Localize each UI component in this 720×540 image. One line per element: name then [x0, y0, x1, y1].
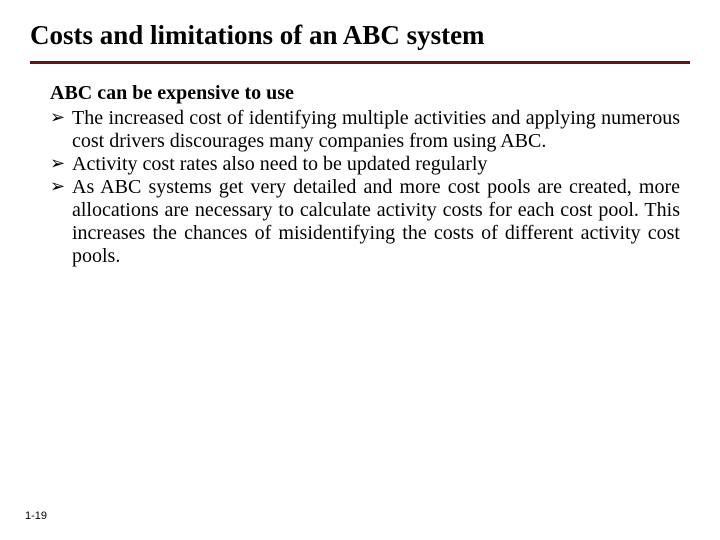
bullet-icon: ➢: [50, 176, 65, 197]
list-item: ➢ Activity cost rates also need to be up…: [50, 153, 680, 176]
subtitle: ABC can be expensive to use: [50, 82, 680, 105]
bullet-icon: ➢: [50, 153, 65, 174]
list-item: ➢ The increased cost of identifying mult…: [50, 107, 680, 153]
bullet-text: As ABC systems get very detailed and mor…: [72, 176, 680, 267]
bullet-list: ➢ The increased cost of identifying mult…: [50, 107, 680, 268]
slide-title: Costs and limitations of an ABC system: [30, 20, 690, 51]
bullet-text: The increased cost of identifying multip…: [72, 107, 680, 152]
page-number: 1-19: [25, 510, 47, 522]
content-area: ABC can be expensive to use ➢ The increa…: [30, 82, 690, 268]
list-item: ➢ As ABC systems get very detailed and m…: [50, 176, 680, 268]
bullet-icon: ➢: [50, 107, 65, 128]
bullet-text: Activity cost rates also need to be upda…: [72, 153, 487, 175]
title-underline: [30, 61, 690, 64]
